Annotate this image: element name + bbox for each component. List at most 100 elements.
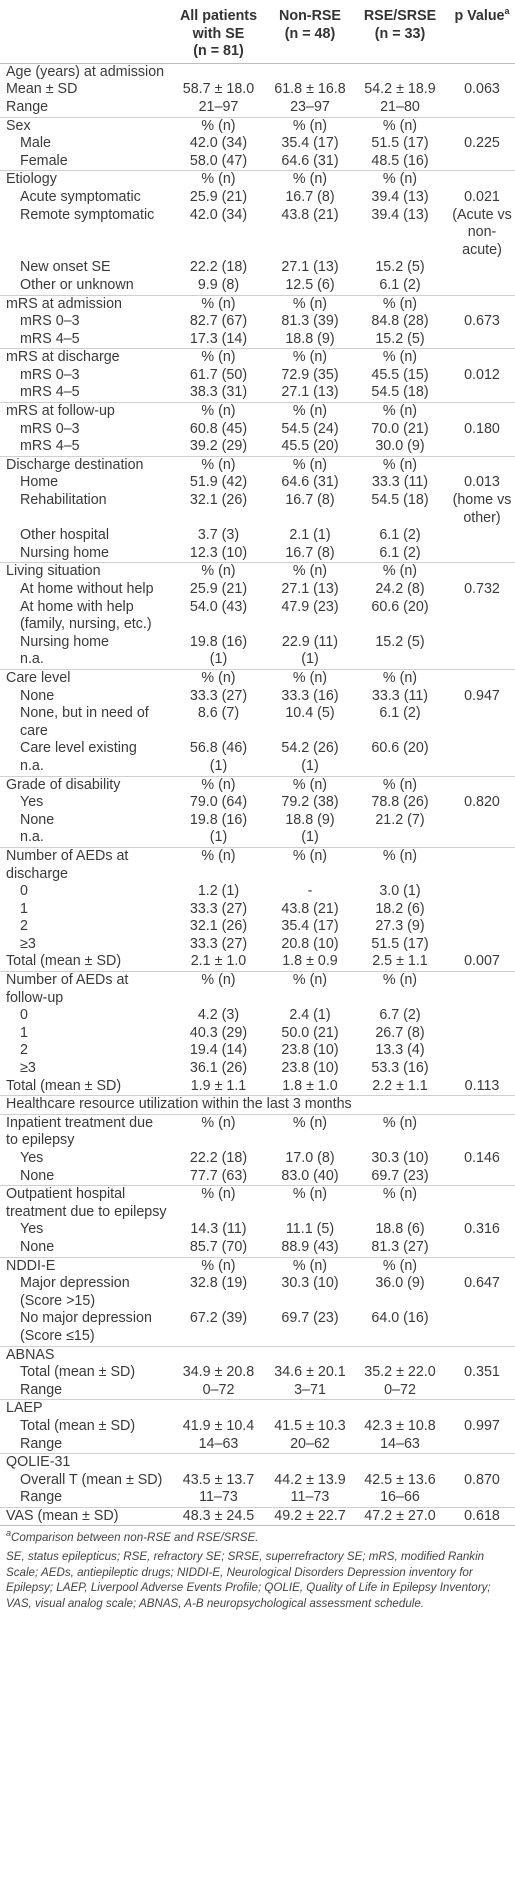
cell-all-patients: % (n) (201, 776, 236, 793)
footnote-abbreviations: SE, status epilepticus; RSE, refractory … (6, 1550, 491, 1610)
table-row: Male 42.0 (34) 35.4 (17) 51.5 (17) 0.225 (0, 135, 515, 153)
cell-all-patients: 9.9 (8) (197, 276, 240, 293)
cell-non-rse: 18.8 (9) (285, 330, 335, 347)
cell-p-value (449, 1489, 515, 1507)
cell-p-value: 0.063 (464, 81, 500, 98)
cell-all-patients: 1.9 ± 1.1 (190, 1077, 247, 1094)
table-row: mRS 4–5 39.2 (29) 45.5 (20) 30.0 (9) (0, 438, 515, 456)
row-label: n.a. (20, 651, 44, 668)
table-header: All patients with SE (n = 81) Non-RSE (n… (0, 7, 515, 64)
cell-rse-srse: % (n) (382, 403, 418, 420)
cell-all-patients: 19.4 (14) (189, 1042, 248, 1059)
cell-p-value (449, 599, 515, 634)
cell-non-rse: 1.8 ± 1.0 (282, 1077, 338, 1094)
cell-non-rse: 18.8 (9) (285, 811, 335, 828)
cell-all-patients: 0–72 (202, 1381, 235, 1398)
cell-all-patients: % (n) (201, 295, 236, 312)
cell-p-value (449, 63, 515, 81)
cell-all-patients: 2.1 ± 1.0 (190, 953, 247, 970)
cell-non-rse: % (n) (292, 171, 328, 188)
cell-p-value: 0.997 (464, 1417, 500, 1434)
row-label: n.a. (20, 829, 44, 846)
cell-rse-srse: 2.2 ± 1.1 (372, 1077, 428, 1094)
cell-all-patients: 12.3 (10) (189, 544, 248, 561)
table-row: None 85.7 (70) 88.9 (43) 81.3 (27) (0, 1239, 515, 1257)
cell-non-rse: (1) (301, 651, 319, 668)
cell-all-patients: 40.3 (29) (189, 1024, 248, 1041)
header-p-value: p Valuea (449, 7, 515, 63)
cell-non-rse: 10.4 (5) (285, 705, 335, 722)
cell-p-value (449, 563, 515, 581)
cell-non-rse (269, 1454, 351, 1472)
cell-rse-srse: 27.3 (9) (375, 918, 425, 935)
row-label: Range (20, 1381, 63, 1398)
row-label: ≥3 (20, 1060, 36, 1077)
cell-p-value (449, 117, 515, 135)
cell-non-rse: 81.3 (39) (281, 313, 339, 330)
cell-rse-srse: 6.1 (2) (379, 276, 421, 293)
table-row: Number of AEDs at discharge % (n) % (n) % (… (0, 847, 515, 883)
cell-all-patients: 11–73 (199, 1489, 238, 1506)
cell-non-rse: % (n) (292, 117, 328, 134)
cell-p-value: 0.146 (464, 1150, 500, 1166)
cell-all-patients: 3.7 (3) (197, 527, 240, 544)
row-label: Yes (20, 1221, 44, 1238)
table-row: Grade of disability % (n) % (n) % (n) (0, 776, 515, 794)
row-label: Remote symptomatic (20, 206, 155, 223)
table-row: Total (mean ± SD) 41.9 ± 10.4 41.5 ± 10.3 4… (0, 1418, 515, 1436)
table-row: Overall T (mean ± SD) 43.5 ± 13.7 44.2 ± 1… (0, 1472, 515, 1490)
table-row: ≥3 36.1 (26) 23.8 (10) 53.3 (16) (0, 1060, 515, 1078)
cell-non-rse: 2.4 (1) (289, 1007, 331, 1024)
cell-rse-srse (351, 1454, 449, 1472)
cell-non-rse: % (n) (292, 295, 328, 312)
cell-non-rse: 69.7 (23) (281, 1310, 339, 1327)
table-row: 2 32.1 (26) 35.4 (17) 27.3 (9) (0, 918, 515, 936)
table-row: mRS at discharge % (n) % (n) % (n) (0, 348, 515, 367)
cell-p-value (449, 295, 515, 313)
cell-non-rse: 64.6 (31) (281, 474, 339, 491)
cell-all-patients: 14.3 (11) (190, 1221, 247, 1238)
row-label: 1 (20, 1024, 28, 1041)
cell-p-value (449, 1060, 515, 1078)
cell-all-patients: 33.3 (27) (189, 900, 248, 917)
cell-non-rse: 20.8 (10) (281, 935, 339, 952)
table-row: Range 14–63 20–62 14–63 (0, 1436, 515, 1454)
row-label: Other or unknown (20, 276, 134, 293)
table-row: Yes 79.0 (64) 79.2 (38) 78.8 (26) 0.820 (0, 794, 515, 812)
cell-all-patients: 67.2 (39) (189, 1310, 248, 1327)
cell-rse-srse: 64.0 (16) (371, 1310, 429, 1327)
cell-non-rse: 1.8 ± 0.9 (282, 953, 338, 970)
cell-p-value: 0.180 (464, 420, 500, 437)
cell-rse-srse: 39.4 (13) (371, 188, 429, 205)
cell-all-patients: % (n) (201, 669, 236, 686)
table-row: Care level existing 56.8 (46) 54.2 (26) 60.… (0, 740, 515, 758)
cell-p-value (449, 883, 515, 901)
cell-p-value (449, 634, 515, 652)
cell-all-patients: 51.9 (42) (189, 474, 248, 491)
cell-p-value: 0.870 (464, 1471, 500, 1488)
cell-p-value (449, 403, 515, 421)
table-row: Nursing home 19.8 (16) 22.9 (11) 15.2 (5) (0, 634, 515, 652)
cell-rse-srse: 6.7 (2) (379, 1007, 421, 1024)
cell-all-patients: (1) (209, 651, 228, 668)
cell-p-value: 0.113 (464, 1077, 500, 1094)
table-row: 0 1.2 (1) - 3.0 (1) (0, 883, 515, 901)
table-row: NDDI-E % (n) % (n) % (n) (0, 1257, 515, 1275)
cell-p-value (449, 705, 515, 740)
row-label: None (20, 1167, 55, 1184)
cell-rse-srse: % (n) (382, 563, 418, 580)
cell-non-rse: % (n) (292, 563, 328, 580)
row-label: Mean ± SD (6, 81, 78, 98)
cell-p-value (449, 1114, 515, 1150)
row-label: At home without help (20, 581, 154, 597)
row-label: n.a. (20, 757, 44, 774)
cell-rse-srse: % (n) (382, 776, 418, 793)
cell-rse-srse: 51.5 (17) (371, 135, 429, 152)
cell-all-patients: 48.3 ± 24.5 (182, 1507, 255, 1524)
cell-rse-srse: % (n) (382, 456, 418, 473)
cell-all-patients: % (n) (201, 972, 236, 989)
row-label: Acute symptomatic (20, 188, 141, 205)
row-label: Etiology (6, 171, 57, 188)
cell-rse-srse: % (n) (382, 669, 418, 686)
cell-non-rse: 44.2 ± 13.9 (274, 1471, 346, 1488)
